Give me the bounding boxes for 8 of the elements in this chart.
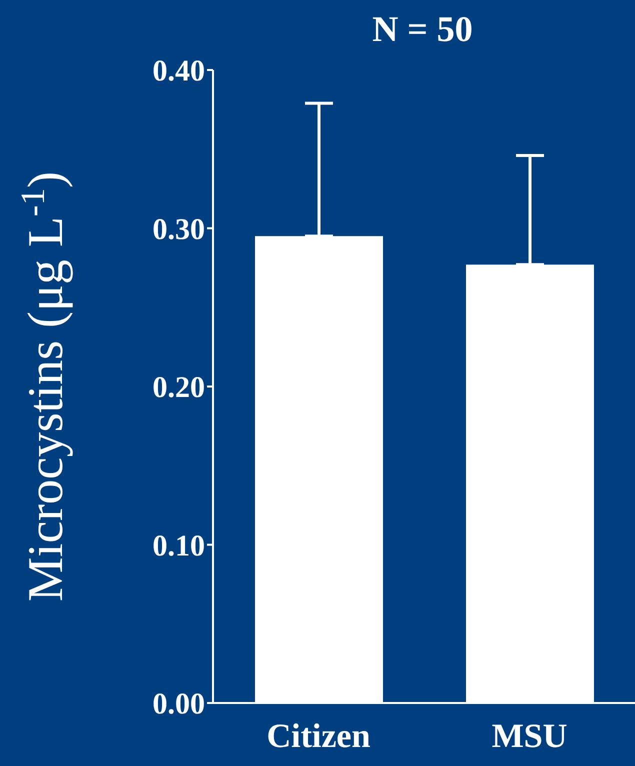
y-tick-label: 0.00 bbox=[152, 688, 205, 721]
y-tick-label: 0.30 bbox=[152, 212, 205, 246]
y-tick-label: 0.20 bbox=[152, 371, 205, 404]
chart-title: N = 50 bbox=[371, 8, 474, 50]
x-tick-label: MSU bbox=[492, 718, 568, 756]
y-tick-label: 0.10 bbox=[152, 529, 205, 562]
y-tick-label: 0.40 bbox=[152, 54, 205, 88]
x-tick-label: Citizen bbox=[266, 718, 371, 756]
